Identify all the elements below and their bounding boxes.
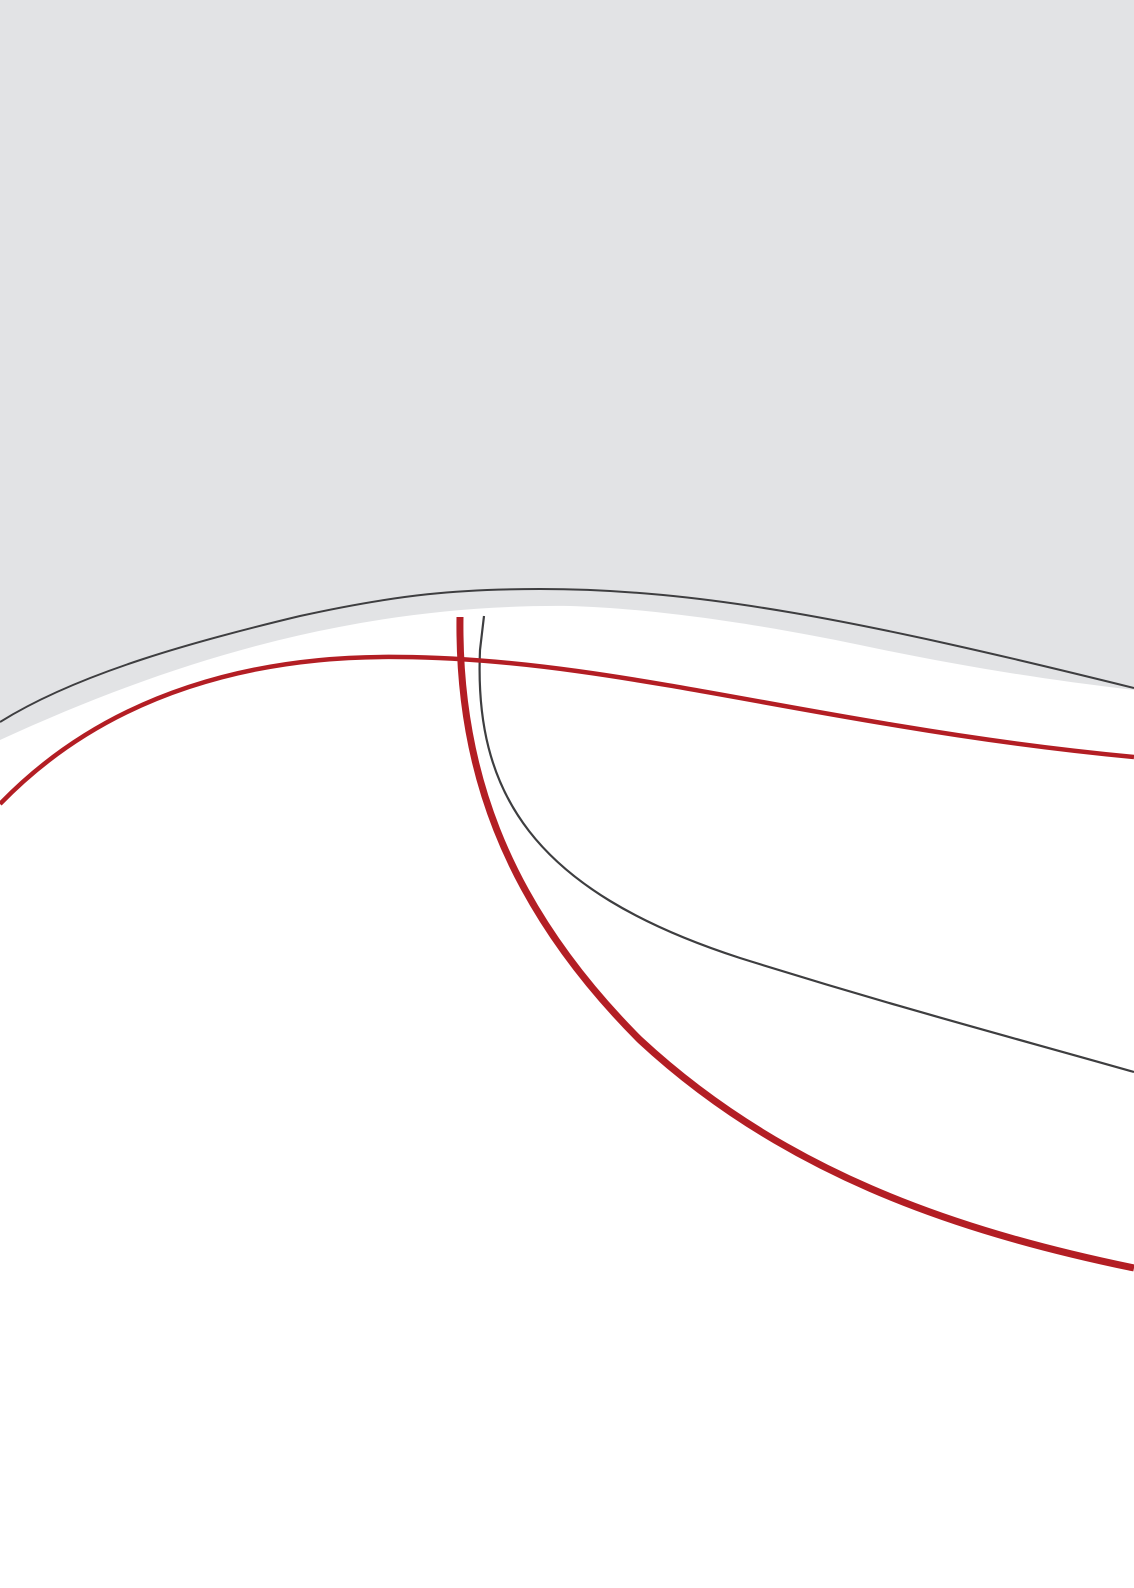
dark-inner-curve [478,615,1134,1074]
red-crossing-curve [0,654,1134,806]
red-thick-curve [456,616,1134,1272]
gray-region [0,0,1134,740]
dark-outline-curve [0,587,1134,723]
